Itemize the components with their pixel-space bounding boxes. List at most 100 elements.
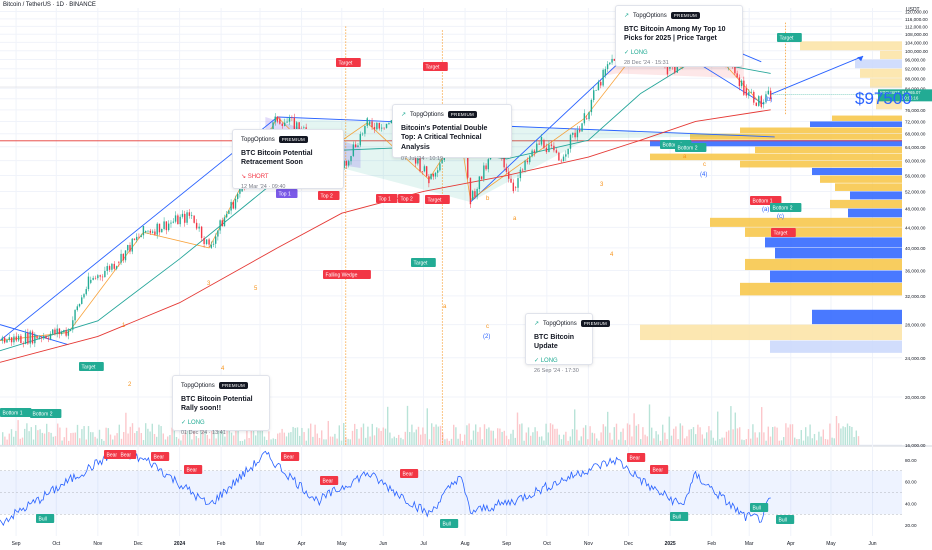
- brand-name: TopgOptions: [633, 12, 667, 19]
- idea-card-retracement[interactable]: TopgOptions PREMIUM BTC Bitcoin Potential…: [232, 129, 344, 190]
- volume-bar: [591, 432, 593, 445]
- volume-bar: [516, 412, 519, 445]
- volume-bar: [708, 426, 710, 445]
- volume-bar: [371, 423, 373, 445]
- volume-bar: [312, 436, 314, 445]
- volume-bar: [439, 425, 442, 445]
- volume-profile-bar: [835, 183, 902, 191]
- target-marker: Target: [82, 364, 97, 370]
- volume-bar: [604, 426, 607, 445]
- candle-body: [526, 160, 529, 163]
- volume-bar: [734, 412, 736, 445]
- candle-body: [106, 266, 108, 271]
- volume-bar: [4, 436, 6, 445]
- wave-label: a: [443, 304, 447, 310]
- candle-body: [303, 127, 305, 128]
- volume-bar: [105, 427, 107, 445]
- volume-bar: [593, 433, 596, 445]
- volume-bar: [802, 440, 805, 445]
- volume-bar: [530, 435, 532, 445]
- candle-body: [602, 69, 604, 86]
- volume-bar: [710, 430, 712, 445]
- volume-bar: [767, 426, 769, 445]
- candle-body: [381, 127, 383, 129]
- rsi-bull-marker: Bull: [753, 505, 761, 511]
- candle-body: [738, 77, 741, 87]
- volume-bar: [85, 439, 87, 445]
- volume-profile-bar: [810, 121, 902, 128]
- volume-profile-bar: [775, 247, 902, 259]
- candle-body: [291, 117, 293, 119]
- volume-bar: [13, 436, 15, 445]
- volume-bar: [239, 440, 241, 445]
- trend-line: [0, 116, 278, 341]
- volume-bar: [54, 436, 57, 445]
- volume-bar: [690, 429, 692, 445]
- time-axis-label: Dec: [624, 541, 633, 547]
- volume-bar: [712, 437, 714, 445]
- volume-bar: [624, 440, 626, 445]
- top-marker: Top 2: [401, 196, 413, 202]
- idea-card-rally[interactable]: TopgOptions PREMIUM BTC Bitcoin Potential…: [172, 375, 270, 436]
- candle-body: [417, 158, 419, 164]
- idea-card-update[interactable]: ↗ TopgOptions PREMIUM BTC Bitcoin Update ✓…: [525, 313, 611, 374]
- brand-name: TopgOptions: [241, 136, 275, 143]
- volume-bar: [164, 439, 167, 445]
- volume-bar: [745, 439, 747, 445]
- volume-bar: [211, 427, 213, 445]
- rsi-bear-marker-bg: [104, 450, 123, 459]
- volume-bar: [475, 424, 477, 445]
- card-title: BTC Bitcoin Potential Retracement Soon: [241, 150, 313, 167]
- volume-bar: [391, 438, 393, 445]
- price-tick-label: 76,000.00: [905, 108, 926, 113]
- volume-bar: [728, 430, 730, 445]
- volume-profile-bar: [860, 68, 902, 78]
- volume-bar: [384, 428, 387, 445]
- rsi-bear-marker: Bear: [284, 454, 295, 460]
- volume-bar: [851, 426, 853, 445]
- candle-body: [569, 134, 572, 149]
- volume-bar: [387, 406, 389, 445]
- candle-body: [743, 80, 745, 95]
- rsi-bear-marker-bg: [400, 469, 419, 478]
- volume-bar: [167, 436, 169, 445]
- volume-bar: [514, 437, 516, 445]
- volume-bar: [98, 429, 101, 445]
- volume-bar: [193, 427, 195, 445]
- volume-bar: [580, 436, 582, 445]
- volume-bar: [842, 426, 844, 445]
- price-tick-label: 120,000.00: [905, 10, 928, 15]
- candle-body: [508, 171, 510, 179]
- candle-body: [371, 121, 373, 127]
- idea-card-top-picks[interactable]: ↗ TopgOptions PREMIUM BTC Bitcoin Among My…: [615, 5, 743, 67]
- target-marker-bg: [771, 228, 796, 237]
- volume-bar: [402, 439, 404, 445]
- volume-bar: [754, 432, 756, 445]
- volume-bar: [503, 430, 505, 445]
- candle-body: [43, 336, 45, 339]
- candle-body: [740, 80, 743, 87]
- volume-bar: [523, 440, 525, 445]
- candle-body: [181, 213, 184, 217]
- candle-body: [368, 121, 371, 125]
- volume-bar: [169, 435, 171, 445]
- falling-wedge-marker-bg: [323, 270, 371, 279]
- candle-body: [276, 116, 279, 122]
- volume-bar: [824, 438, 827, 445]
- volume-bar: [688, 429, 690, 445]
- volume-bar: [237, 429, 239, 445]
- idea-card-double-top[interactable]: ↗ TopgOptions PREMIUM Bitcoin's Potential …: [392, 104, 512, 162]
- time-axis-label: Jul: [420, 541, 426, 547]
- volume-bar: [444, 439, 446, 445]
- volume-bar: [109, 434, 112, 445]
- volume-bar: [787, 427, 789, 445]
- volume-bar: [171, 427, 173, 445]
- top-marker-bg: [276, 189, 298, 198]
- candle-body: [512, 182, 515, 192]
- candle-body: [6, 339, 8, 343]
- volume-bar: [428, 439, 431, 445]
- volume-profile-bar: [800, 41, 902, 51]
- candle-body: [29, 331, 31, 344]
- wave-label: c: [486, 324, 489, 330]
